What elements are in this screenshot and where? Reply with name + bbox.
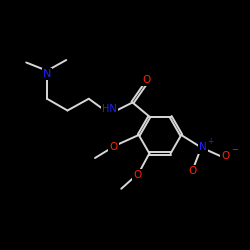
Text: HN: HN — [102, 104, 117, 114]
Text: N: N — [43, 69, 51, 79]
Text: O: O — [142, 75, 150, 85]
Text: O: O — [188, 166, 196, 176]
Text: O: O — [134, 170, 141, 180]
Text: +: + — [208, 138, 214, 146]
Text: O: O — [222, 151, 230, 161]
Text: −: − — [232, 145, 238, 154]
Text: O: O — [110, 142, 118, 152]
Text: N: N — [200, 142, 207, 152]
